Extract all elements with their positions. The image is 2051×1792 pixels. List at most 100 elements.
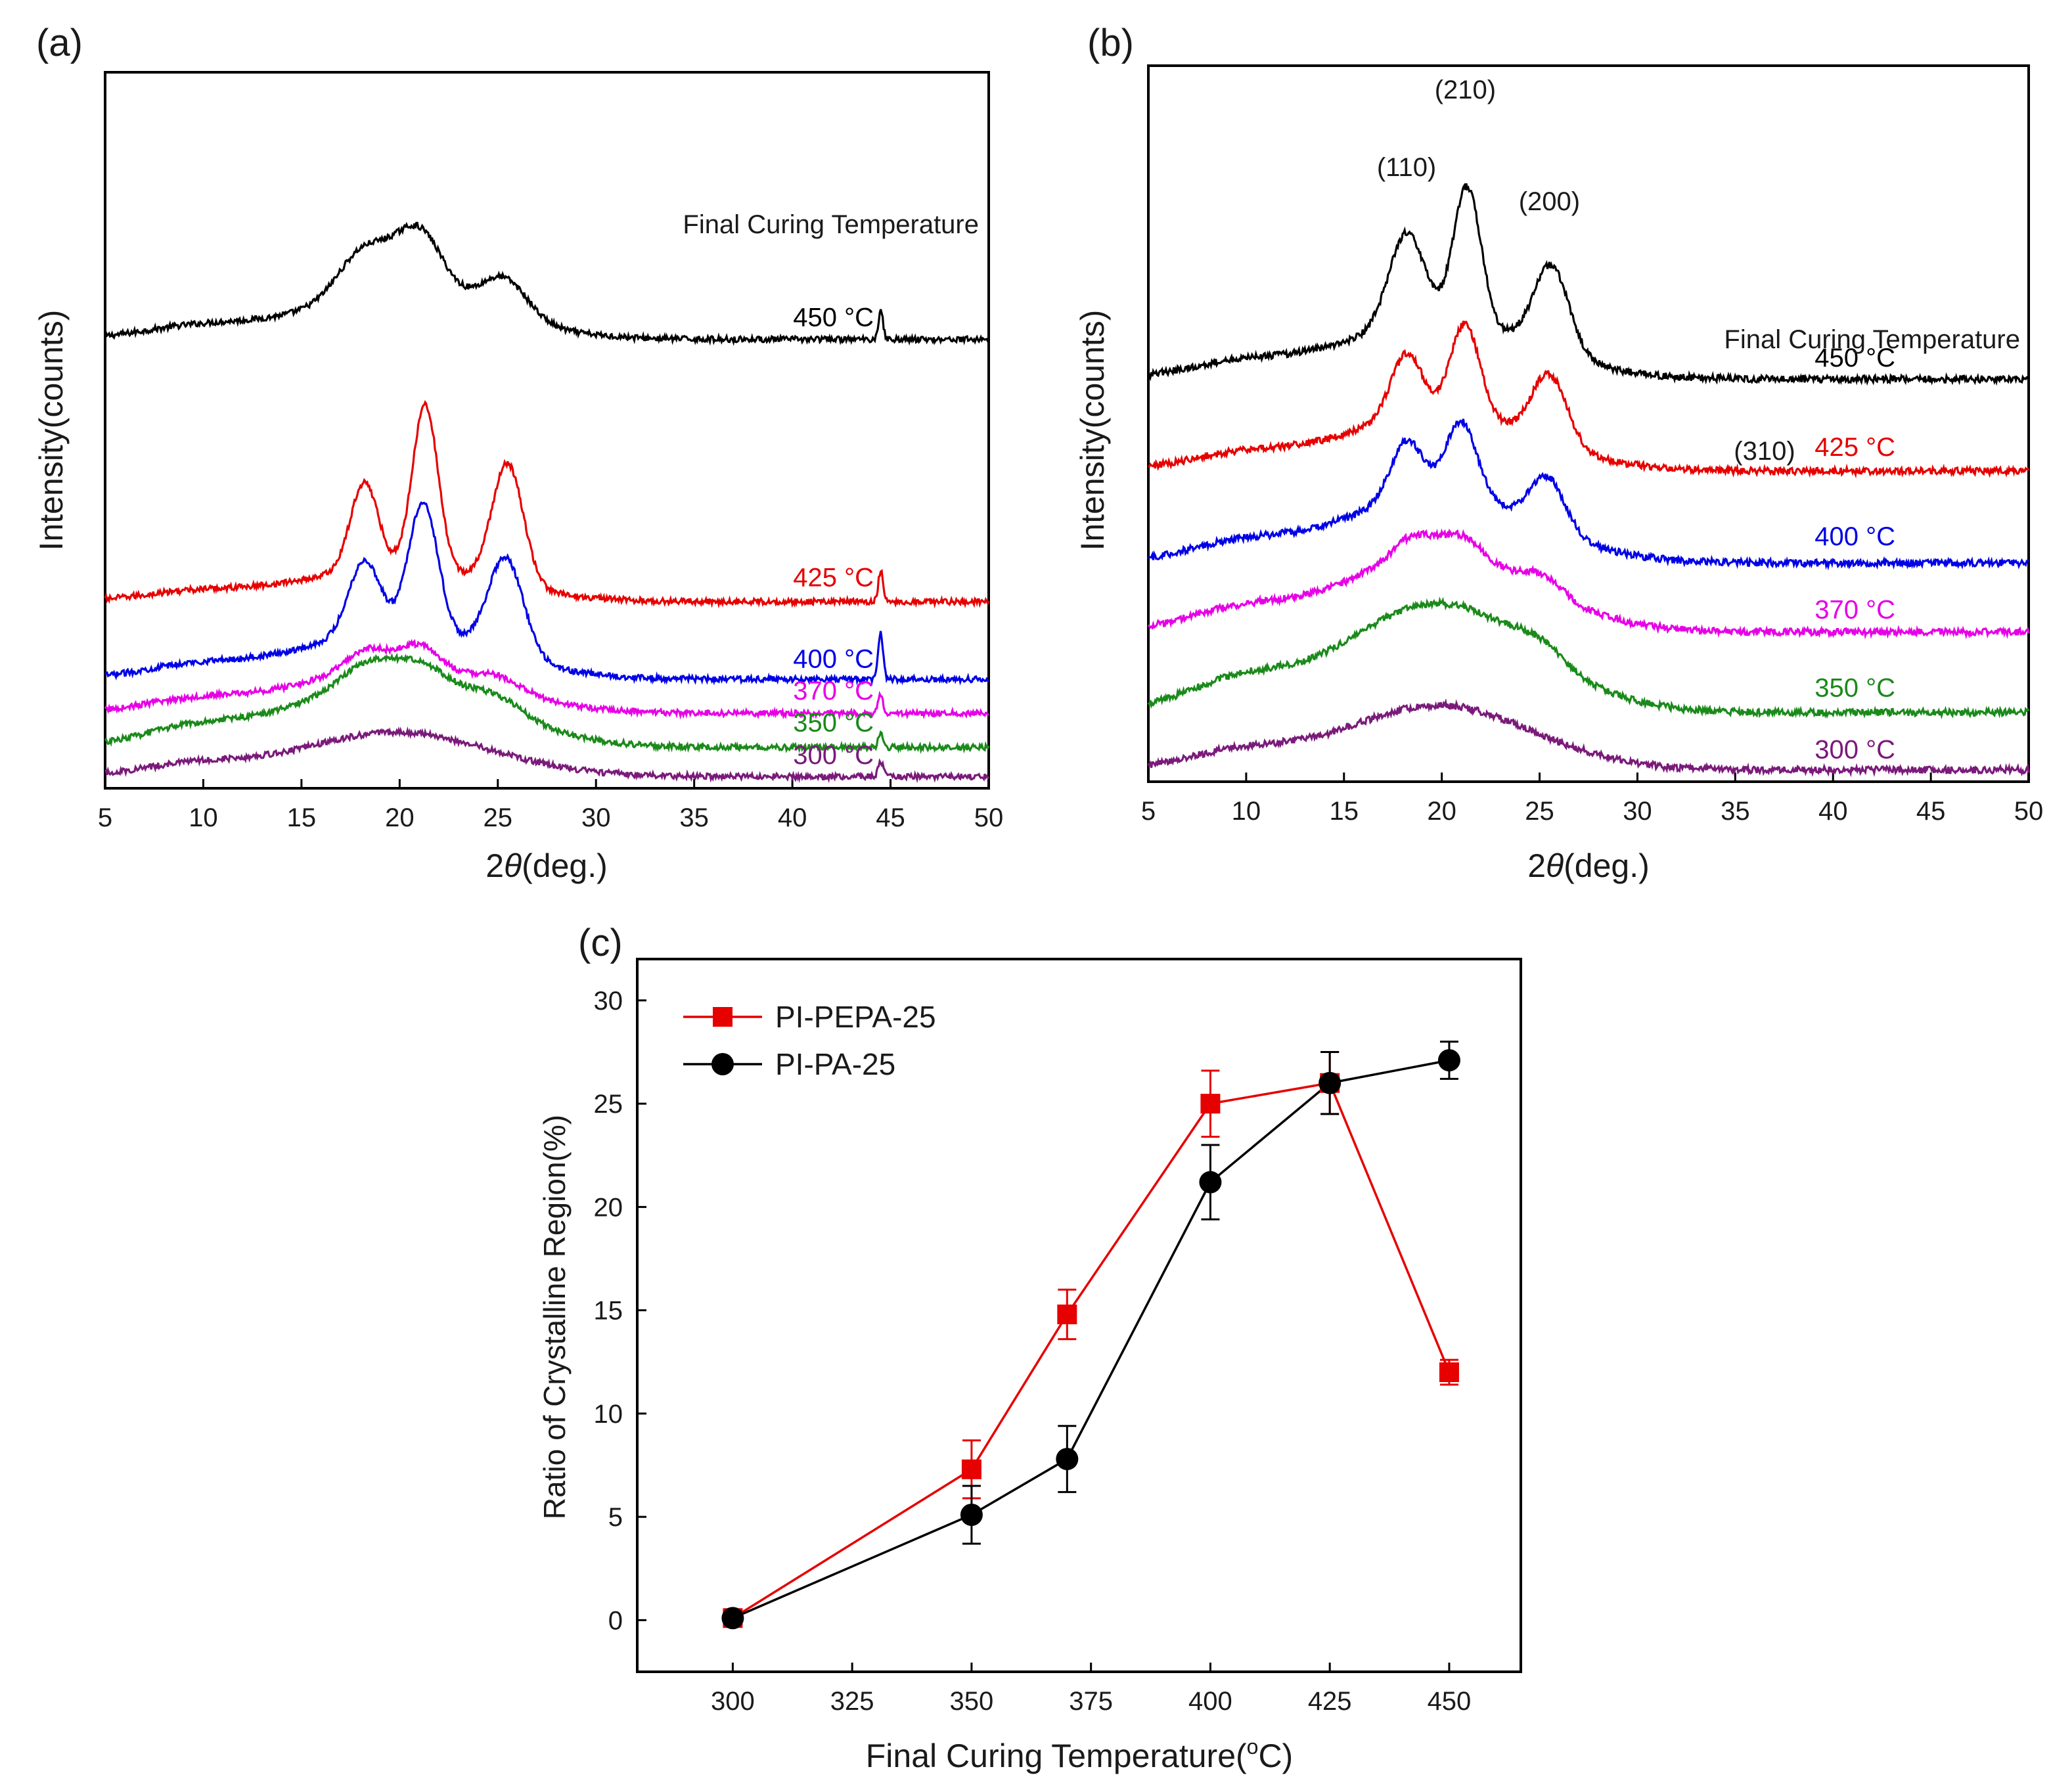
panel-b-legend-title: Final Curing Temperature xyxy=(1724,325,2020,354)
panel-c-x-tick-label: 300 xyxy=(711,1687,755,1716)
panel-b-curve-370C xyxy=(1147,528,2030,640)
panel-c-x-tick-label: 400 xyxy=(1188,1687,1232,1716)
panel-a-legend-title: Final Curing Temperature xyxy=(683,210,979,239)
panel-c-marker-circle xyxy=(960,1503,983,1526)
panel-c-label: (c) xyxy=(578,922,623,964)
panel-b-series-label: 370 °C xyxy=(1814,596,1895,625)
panel-b-curve-425C xyxy=(1148,321,2030,479)
panel-a-series-label: 400 °C xyxy=(793,644,874,673)
panel-b-x-tick-label: 35 xyxy=(1721,797,1750,826)
panel-c-plot-frame xyxy=(636,958,1522,1673)
panel-a-x-tick-label: 30 xyxy=(581,803,611,832)
panel-c-line-PI-PA-25 xyxy=(732,1059,1450,1619)
panel-a-series-label: 350 °C xyxy=(793,708,874,737)
panel-b-curves xyxy=(1147,183,2030,778)
panel-c-x-tick-label: 325 xyxy=(830,1687,874,1716)
panel-a-curve-350C xyxy=(104,652,990,754)
panel-c-marker-circle xyxy=(1056,1448,1079,1471)
panel-a-x-tick-label: 5 xyxy=(98,803,112,832)
panel-c-x-axis-label-unit: C) xyxy=(1258,1737,1293,1774)
panel-b-x-tick-label: 50 xyxy=(2014,797,2044,826)
panel-b: (b) 5 10 15 20 25 30 35 40 45 50 450 °C 425 °C 400 … xyxy=(1074,22,2043,884)
panel-c-x-axis-label-degree: o xyxy=(1247,1735,1259,1758)
panel-c-marker-circle xyxy=(1437,1049,1460,1072)
panel-c-legend-label: PI-PEPA-25 xyxy=(775,1000,936,1034)
panel-c-legend-marker xyxy=(711,1053,734,1075)
panel-b-peak-label: (110) xyxy=(1377,153,1436,182)
panel-a-x-axis-label: 2θ(deg.) xyxy=(485,847,608,884)
panel-b-series-label: 425 °C xyxy=(1814,433,1895,462)
panel-a-curve-450C xyxy=(104,221,989,346)
panel-c-axes: 300 325 350 375 400 425 450 0 5 10 15 20 25 30 xyxy=(594,987,1472,1716)
panel-c-legend-marker xyxy=(713,1007,732,1027)
panel-b-series-label: 300 °C xyxy=(1814,735,1895,764)
panel-c-line-PI-PEPA-25 xyxy=(732,1081,1451,1619)
panel-c-y-tick-label: 15 xyxy=(594,1297,623,1326)
panel-b-curve-450C xyxy=(1148,183,2030,386)
panel-c-marker-circle xyxy=(1318,1071,1341,1094)
panel-c-marker-circle xyxy=(721,1607,744,1630)
panel-b-x-tick-label: 30 xyxy=(1623,797,1652,826)
panel-a-x-axis-label-main: 2 xyxy=(485,847,504,884)
panel-a-x-ticks: 5 10 15 20 25 30 35 40 45 50 xyxy=(98,779,1003,832)
panel-b-y-axis-label: Intensity(counts) xyxy=(1074,310,1111,551)
panel-c-data xyxy=(721,1041,1460,1630)
panel-c: (c) 300 325 350 375 400 425 450 0 5 10 15 20 25 30 PI… xyxy=(537,922,1522,1774)
panel-b-peak-label: (210) xyxy=(1435,76,1496,104)
panel-b-series-label: 450 °C xyxy=(1814,344,1895,372)
panel-c-marker-circle xyxy=(1199,1171,1222,1194)
panel-b-peak-labels: (110) (210) (200) (310) xyxy=(1377,76,1795,466)
panel-b-x-tick-label: 45 xyxy=(1916,797,1946,826)
panel-a-x-tick-label: 40 xyxy=(778,803,807,832)
panel-a-x-tick-label: 50 xyxy=(974,803,1004,832)
panel-b-plot-frame xyxy=(1147,64,2030,783)
panel-c-x-tick-label: 375 xyxy=(1069,1687,1113,1716)
panel-a-plot-frame xyxy=(104,71,990,790)
panel-b-label: (b) xyxy=(1087,22,1134,64)
panel-c-x-tick-label: 450 xyxy=(1428,1687,1472,1716)
panel-a-x-tick-label: 35 xyxy=(679,803,709,832)
panel-a-curve-300C xyxy=(104,726,990,784)
panel-a-series-label: 300 °C xyxy=(793,741,874,770)
panel-a-x-axis-label-unit: (deg.) xyxy=(522,847,608,884)
panel-c-marker-square xyxy=(961,1459,981,1479)
panel-c-legend-label: PI-PA-25 xyxy=(775,1047,895,1081)
panel-a: (a) 5 10 15 20 25 30 35 40 45 50 450 °C 425 °C 400 … xyxy=(33,22,1003,884)
panel-a-label: (a) xyxy=(36,22,83,64)
panel-a-x-tick-label: 45 xyxy=(876,803,905,832)
panel-a-series-label: 450 °C xyxy=(793,303,874,332)
panel-b-x-tick-label: 10 xyxy=(1232,797,1261,826)
panel-a-x-tick-label: 10 xyxy=(189,803,218,832)
panel-b-series-label: 350 °C xyxy=(1814,673,1895,702)
panel-b-curve-350C xyxy=(1147,596,2030,720)
panel-b-x-tick-label: 25 xyxy=(1525,797,1554,826)
panel-a-x-tick-label: 25 xyxy=(484,803,513,832)
panel-b-x-tick-label: 15 xyxy=(1330,797,1359,826)
panel-c-y-tick-label: 0 xyxy=(608,1606,623,1635)
panel-c-y-tick-label: 30 xyxy=(594,987,623,1016)
panel-a-series-label: 425 °C xyxy=(793,564,874,593)
panel-a-curve-400C xyxy=(104,501,990,686)
panel-b-curve-300C xyxy=(1147,698,2030,778)
panel-b-peak-label: (310) xyxy=(1734,437,1795,466)
panel-b-x-axis-label-theta: θ xyxy=(1546,847,1564,884)
panel-b-x-axis-label: 2θ(deg.) xyxy=(1527,847,1650,884)
panel-a-x-axis-label-theta: θ xyxy=(504,847,522,884)
panel-b-curve-400C xyxy=(1147,418,2029,571)
panel-b-x-axis-label-main: 2 xyxy=(1527,847,1546,884)
panel-c-marker-square xyxy=(1439,1362,1459,1382)
panel-b-x-tick-label: 5 xyxy=(1141,797,1156,826)
panel-b-x-ticks: 5 10 15 20 25 30 35 40 45 50 xyxy=(1141,773,2043,826)
panel-c-y-tick-label: 5 xyxy=(608,1503,623,1532)
panel-b-series-label: 400 °C xyxy=(1814,522,1895,551)
panel-b-series-labels: 450 °C 425 °C 400 °C 370 °C 350 °C 300 °C xyxy=(1814,344,1895,764)
panel-a-series-label: 370 °C xyxy=(793,677,874,706)
panel-a-curve-425C xyxy=(104,399,990,609)
panel-c-legend: PI-PEPA-25 PI-PA-25 xyxy=(683,1000,936,1081)
panel-c-x-axis-label: Final Curing Temperature(oC) xyxy=(866,1735,1293,1774)
panel-c-y-axis-label: Ratio of Crystalline Region(%) xyxy=(537,1115,572,1519)
panel-a-x-tick-label: 15 xyxy=(287,803,317,832)
panel-b-x-tick-label: 40 xyxy=(1818,797,1848,826)
